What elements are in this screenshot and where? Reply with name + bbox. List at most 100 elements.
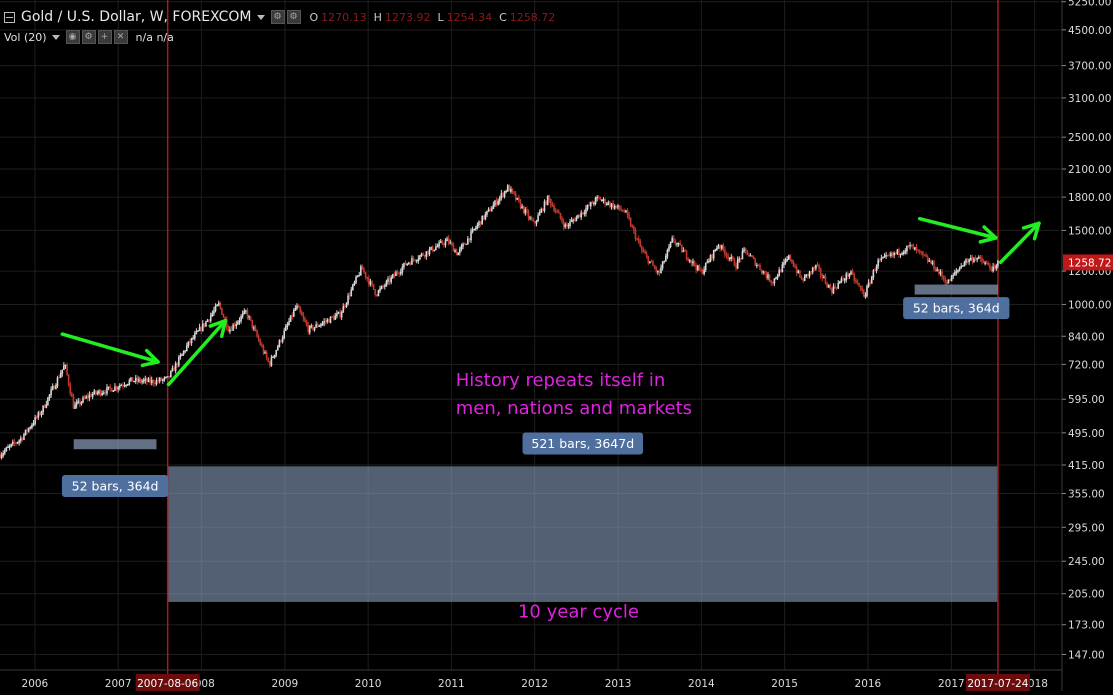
candle-body <box>144 378 147 381</box>
candle-body <box>31 424 33 428</box>
candle-body <box>393 274 396 276</box>
candle-body <box>332 316 335 320</box>
candle-body <box>589 202 592 206</box>
price-tick-label: 1500.00 <box>1068 225 1111 237</box>
candle-body <box>971 257 974 262</box>
candle-body <box>882 257 884 258</box>
candle-body <box>711 254 713 258</box>
year-tick-label: 2017 <box>938 678 965 690</box>
candle-body <box>717 245 720 249</box>
candle-body <box>668 246 670 250</box>
candle-body <box>34 417 36 424</box>
candle-body <box>840 278 843 282</box>
candle-body <box>222 314 225 318</box>
candle-body <box>642 250 645 253</box>
candle-body <box>858 283 860 286</box>
symbol-title[interactable]: Gold / U.S. Dollar, W, FOREXCOM <box>21 9 252 25</box>
candle-body <box>944 278 947 283</box>
candle-body <box>821 275 824 278</box>
candle-body <box>154 383 156 385</box>
candle-body <box>415 260 418 262</box>
candle-body <box>847 273 849 277</box>
candle-body <box>976 258 978 260</box>
candle-body <box>200 327 202 331</box>
price-tick-label: 2100.00 <box>1068 164 1111 176</box>
price-tick-label: 595.00 <box>1068 394 1105 406</box>
candle-body <box>784 260 787 263</box>
candle-body <box>162 379 164 381</box>
candle-body <box>451 242 453 245</box>
candle-body <box>799 270 801 278</box>
date-range-box <box>167 466 998 602</box>
candle-body <box>115 386 118 389</box>
candle-body <box>899 253 902 255</box>
candle-body <box>331 316 333 318</box>
volume-indicator-label[interactable]: Vol (20) <box>4 30 47 44</box>
candle-body <box>39 412 41 415</box>
price-tick-label: 173.00 <box>1068 620 1105 632</box>
candle-body <box>497 200 499 205</box>
candle-body <box>633 226 635 231</box>
candle-body <box>506 185 509 192</box>
volume-menu-chevron-down-icon[interactable] <box>51 34 60 40</box>
candle-body <box>613 206 616 209</box>
price-tick-label: 1000.00 <box>1068 299 1111 311</box>
candle-body <box>527 211 530 218</box>
candle-body <box>831 288 833 293</box>
candle-body <box>938 269 940 274</box>
visibility-eye-icon[interactable]: ◉ <box>65 30 80 44</box>
candle-body <box>280 340 282 342</box>
candle-body <box>663 261 666 262</box>
candle-body <box>360 266 362 276</box>
candle-body <box>379 288 381 291</box>
candle-body <box>305 321 308 326</box>
candle-body <box>24 429 27 435</box>
candle-body <box>955 271 958 273</box>
candle-body <box>40 411 43 415</box>
candle-body <box>672 238 675 242</box>
candle-body <box>468 238 471 240</box>
price-tick-label: 3700.00 <box>1068 61 1111 73</box>
candle-body <box>136 377 139 382</box>
close-icon[interactable]: ✕ <box>113 30 128 44</box>
candle-body <box>885 255 887 256</box>
collapse-legend-icon[interactable] <box>4 11 15 23</box>
candle-body <box>985 263 988 264</box>
year-tick-label: 2006 <box>22 678 49 690</box>
candle-body <box>599 197 602 201</box>
candle-body <box>419 255 421 259</box>
settings-gear-icon-2[interactable]: ⚙ <box>286 10 301 24</box>
candle-body <box>267 358 270 362</box>
price-tick-label: 5250.00 <box>1068 0 1111 9</box>
candle-body <box>556 211 559 213</box>
candle-body <box>134 377 137 382</box>
candle-body <box>233 324 236 326</box>
candle-body <box>291 315 293 317</box>
symbol-menu-chevron-down-icon[interactable] <box>256 14 265 20</box>
candle-body <box>248 316 250 318</box>
candle-body <box>524 209 527 213</box>
candle-body <box>811 267 814 272</box>
candle-body <box>832 286 835 293</box>
candle-body <box>543 201 546 211</box>
year-tick-label: 2007 <box>105 678 132 690</box>
candle-body <box>628 214 630 219</box>
candle-body <box>241 313 244 317</box>
settings-gear-icon-3[interactable]: ⚙ <box>81 30 96 44</box>
year-tick-label: 2014 <box>688 678 715 690</box>
date-range-label: 52 bars, 364d <box>913 301 1000 316</box>
candle-body <box>610 203 613 207</box>
candle-body <box>29 427 32 429</box>
candle-body <box>7 446 9 448</box>
candle-body <box>16 442 19 444</box>
settings-gear-icon[interactable]: ⚙ <box>270 10 285 24</box>
candle-body <box>535 221 538 224</box>
candle-body <box>206 319 209 322</box>
candle-body <box>170 370 172 377</box>
candle-body <box>321 322 324 325</box>
candle-body <box>931 261 934 264</box>
candle-body <box>684 250 686 252</box>
add-plus-icon[interactable]: + <box>97 30 112 44</box>
